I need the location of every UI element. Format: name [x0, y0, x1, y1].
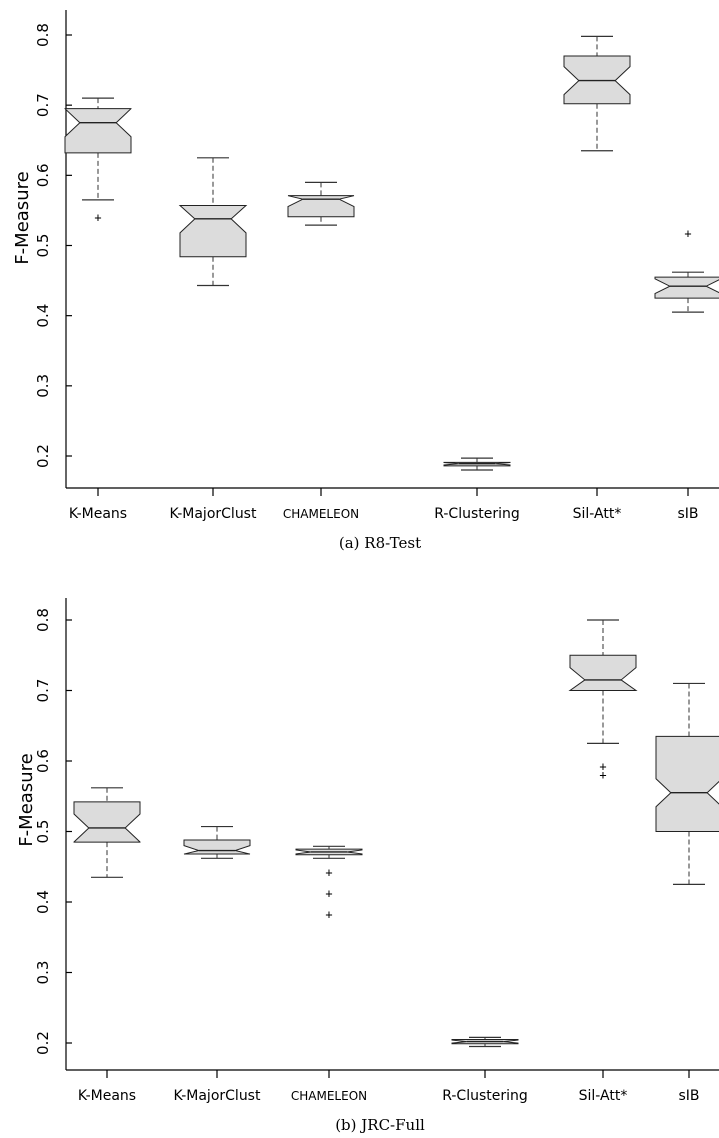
y-tick-label: 0.4: [34, 304, 52, 328]
x-tick-label: K-MajorClust: [174, 1088, 261, 1104]
iqr-box: [287, 195, 355, 218]
box-r-clustering: [451, 1036, 519, 1048]
y-tick-label: 0.2: [34, 444, 52, 468]
box-sil-att-: ++: [568, 619, 638, 782]
y-axis-label: F-Measure: [16, 753, 37, 846]
panel-caption: (b) JRC-Full: [335, 1116, 425, 1134]
box-k-majorclust: [183, 825, 251, 859]
outlier-marker: +: [94, 210, 101, 224]
x-tick-label: sIB: [678, 1088, 699, 1104]
outlier-marker: +: [599, 760, 606, 774]
y-tick-label: 0.7: [34, 679, 52, 703]
outlier-marker: +: [325, 865, 332, 879]
iqr-box: [654, 276, 719, 299]
iqr-box: [73, 801, 141, 843]
x-tick-label: CHAMELEON: [291, 1089, 367, 1103]
box-chameleon: [287, 181, 355, 226]
iqr-box: [64, 108, 132, 154]
y-tick-label: 0.5: [34, 234, 52, 258]
y-tick-label: 0.3: [34, 961, 52, 985]
y-tick-label: 0.7: [34, 93, 52, 117]
iqr-box: [655, 735, 719, 832]
box-k-majorclust: [178, 157, 248, 287]
box-sil-att-: [563, 35, 631, 152]
box-k-means: [73, 787, 141, 878]
x-tick-label: CHAMELEON: [283, 507, 359, 521]
iqr-box: [183, 839, 251, 855]
box-r-clustering: [443, 457, 511, 471]
x-tick-label: Sil-Att*: [579, 1088, 628, 1104]
panel-caption: (a) R8-Test: [339, 534, 421, 552]
chart-panel-b: 0.20.30.40.50.60.70.8F-Measure+++++K-Mea…: [16, 598, 719, 1134]
y-tick-label: 0.8: [34, 608, 52, 632]
iqr-box: [178, 205, 248, 258]
y-axis-label: F-Measure: [12, 171, 33, 264]
y-tick-label: 0.5: [34, 820, 52, 844]
box-sib: +: [654, 227, 719, 313]
y-tick-label: 0.8: [34, 23, 52, 47]
y-tick-label: 0.6: [34, 163, 52, 187]
iqr-box: [563, 55, 631, 105]
outlier-marker: +: [325, 908, 332, 922]
iqr-box: [568, 654, 638, 691]
y-tick-label: 0.2: [34, 1031, 52, 1055]
box-sib: [655, 682, 719, 885]
outlier-marker: +: [325, 887, 332, 901]
box-chameleon: + + +: [295, 845, 363, 922]
box-k-means: +: [64, 97, 132, 224]
outlier-marker: +: [599, 768, 606, 782]
x-tick-label: K-MajorClust: [170, 506, 257, 522]
x-tick-label: R-Clustering: [442, 1088, 528, 1104]
x-tick-label: Sil-Att*: [573, 506, 622, 522]
x-tick-label: K-Means: [69, 506, 127, 522]
chart-panel-a: 0.2 0.3 0.4 0.5 0.6 0.7 0.8 F-Measure + + K-Means K…: [12, 10, 719, 552]
x-tick-label: sIB: [677, 506, 698, 522]
x-tick-label: K-Means: [78, 1088, 136, 1104]
x-tick-label: R-Clustering: [434, 506, 520, 522]
y-tick-label: 0.4: [34, 890, 52, 914]
y-tick-label: 0.3: [34, 374, 52, 398]
y-tick-label: 0.6: [34, 749, 52, 773]
outlier-marker: +: [684, 227, 691, 241]
